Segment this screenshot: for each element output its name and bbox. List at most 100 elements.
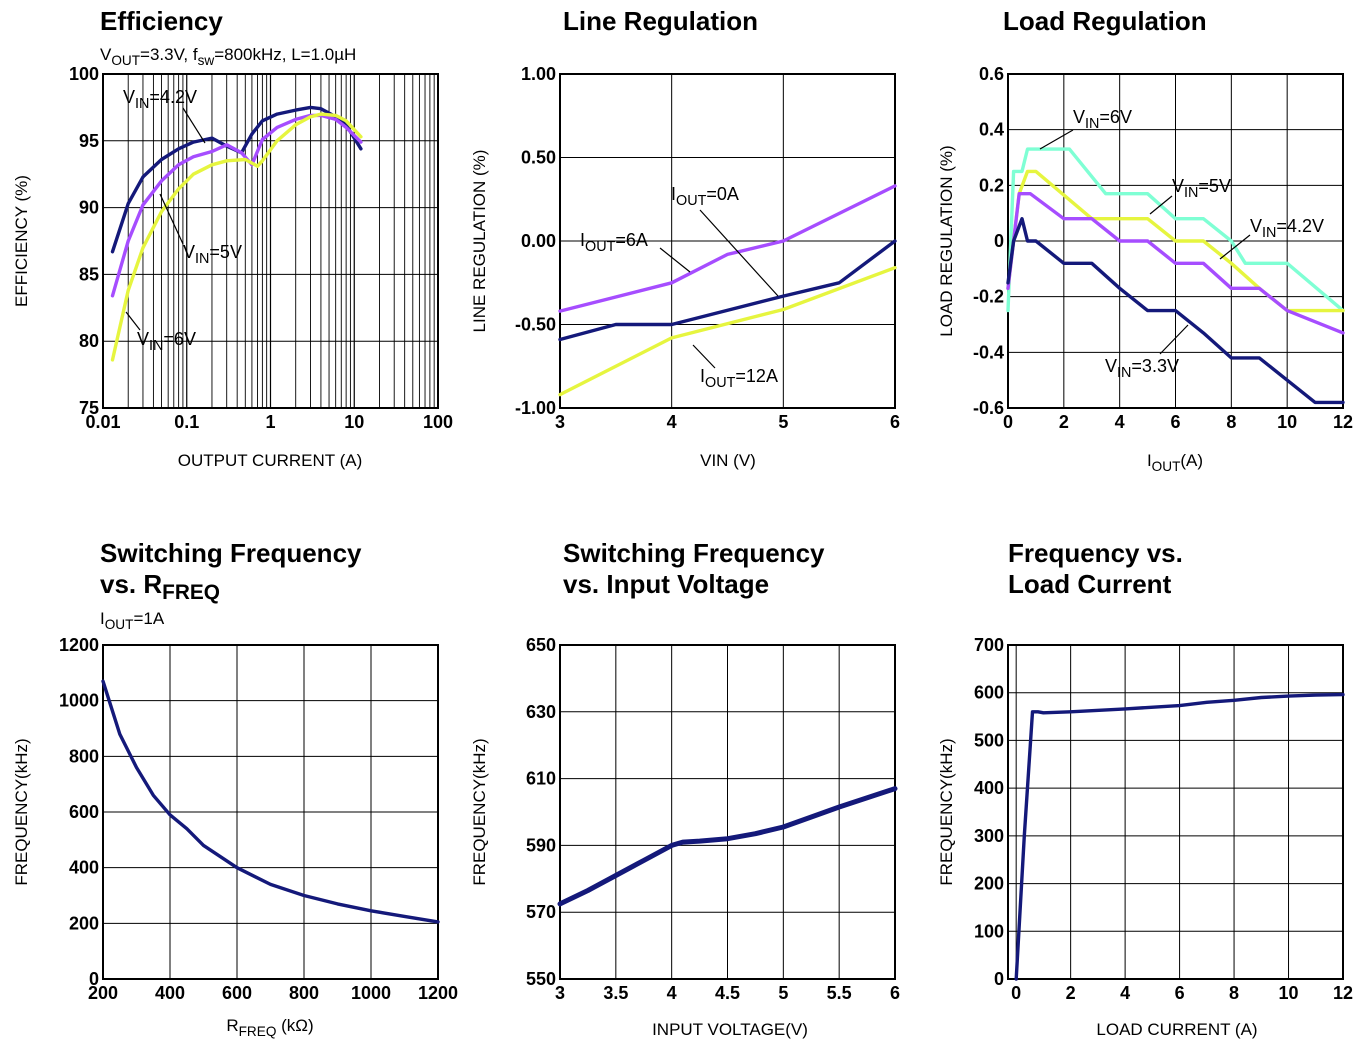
- annotation-label: IOUT=0A: [671, 184, 739, 209]
- y-axis-label: LINE REGULATION (%): [470, 150, 489, 333]
- x-tick-label: 1000: [351, 983, 391, 1003]
- x-tick-label: 100: [423, 412, 453, 432]
- annotation-label: VIN=3.3V: [1105, 356, 1179, 381]
- chart-title: Efficiency: [100, 6, 223, 36]
- y-tick-label: 75: [79, 398, 99, 418]
- chart-efficiency: 0.01 0.1 1 10 100 75 80 85 90 95 100 Efficiency VOUT…: [12, 6, 453, 470]
- y-tick-label: 0: [994, 231, 1004, 251]
- chart-title-line2: vs. Input Voltage: [563, 569, 769, 599]
- y-tick-label: 0.4: [979, 120, 1004, 140]
- plot-frame: [559, 644, 896, 980]
- x-tick-label: 8: [1229, 983, 1239, 1003]
- chart-title-line2: vs. RFREQ: [100, 569, 220, 604]
- y-tick-label: 590: [526, 835, 556, 855]
- chart-title: Switching Frequency: [563, 538, 825, 568]
- x-tick-label: 4: [1115, 412, 1125, 432]
- y-tick-label: 0.6: [979, 64, 1004, 84]
- y-tick-label: -1.00: [515, 398, 556, 418]
- series-line-aqua: [1006, 147, 1345, 313]
- series-line-navy: [1006, 216, 1345, 405]
- series-line-purple: [110, 113, 363, 298]
- annotation-label: VIN=6V: [137, 329, 196, 354]
- grid: [559, 644, 896, 980]
- chart-freq-vs-load: 0 2 4 6 8 10 12 0 100 200 300 400 500 600 700 Frequency…: [937, 538, 1353, 1039]
- y-tick-label: 95: [79, 131, 99, 151]
- y-tick-label: 600: [69, 802, 99, 822]
- y-tick-label: 100: [69, 64, 99, 84]
- annotation-label: VIN=5V: [183, 242, 242, 267]
- y-tick-label: 0.50: [521, 148, 556, 168]
- x-tick-label: 0: [1011, 983, 1021, 1003]
- y-tick-label: 100: [974, 921, 1004, 941]
- leader-line: [1149, 195, 1173, 215]
- grid: [102, 644, 439, 980]
- annotation-label: VIN=4.2V: [1250, 216, 1324, 241]
- leader-line: [659, 247, 691, 273]
- y-tick-label: 550: [526, 969, 556, 989]
- y-axis-label: EFFICIENCY (%): [12, 175, 31, 307]
- y-tick-label: 650: [526, 635, 556, 655]
- annotation-label: VIN=4.2V: [123, 87, 197, 112]
- x-axis-label: IOUT(A): [1147, 451, 1203, 474]
- x-tick-label: 4: [667, 983, 677, 1003]
- y-tick-label: 1.00: [521, 64, 556, 84]
- y-tick-label: 700: [974, 635, 1004, 655]
- grid: [102, 73, 438, 409]
- y-tick-label: 90: [79, 198, 99, 218]
- y-tick-label: 800: [69, 746, 99, 766]
- y-tick-label: 1000: [59, 691, 99, 711]
- y-tick-label: 200: [69, 913, 99, 933]
- x-axis-label: INPUT VOLTAGE(V): [652, 1020, 808, 1039]
- x-tick-label: 2: [1066, 983, 1076, 1003]
- x-tick-label: 2: [1059, 412, 1069, 432]
- chart-title: Line Regulation: [563, 6, 758, 36]
- x-tick-label: 1: [265, 412, 275, 432]
- x-tick-label: 10: [1277, 412, 1297, 432]
- x-tick-label: 800: [289, 983, 319, 1003]
- x-tick-label: 3.5: [603, 983, 628, 1003]
- leader-line: [125, 311, 141, 331]
- y-tick-label: 0: [89, 969, 99, 989]
- x-tick-label: 200: [88, 983, 118, 1003]
- y-tick-label: 570: [526, 902, 556, 922]
- chart-title: Load Regulation: [1003, 6, 1207, 36]
- annotation-label: VIN=6V: [1073, 107, 1132, 132]
- leader-line: [1159, 324, 1189, 355]
- x-tick-label: 4.5: [715, 983, 740, 1003]
- x-axis-label: VIN (V): [700, 451, 756, 470]
- x-tick-label: 0: [1003, 412, 1013, 432]
- y-tick-label: -0.6: [973, 398, 1004, 418]
- y-tick-label: 80: [79, 331, 99, 351]
- x-tick-label: 5.5: [827, 983, 852, 1003]
- chart-title: Frequency vs.: [1008, 538, 1183, 568]
- chart-load-regulation: 0 2 4 6 8 10 12 -0.6 -0.4 -0.2 0 0.2 0.4 0.6 Load Regu…: [937, 6, 1353, 474]
- series-line-navy: [1014, 692, 1345, 981]
- chart-freq-vs-rfreq: 200 400 600 800 1000 120002004006008001000120…: [12, 538, 458, 1039]
- x-tick-label: 4: [1120, 983, 1130, 1003]
- y-tick-label: 300: [974, 826, 1004, 846]
- x-tick-label: 6: [1175, 983, 1185, 1003]
- y-tick-label: -0.4: [973, 342, 1004, 362]
- leader-line: [159, 193, 184, 245]
- y-tick-label: 0: [994, 969, 1004, 989]
- chart-title: Switching Frequency: [100, 538, 362, 568]
- x-tick-label: 6: [890, 983, 900, 1003]
- x-tick-label: 0.01: [85, 412, 120, 432]
- x-tick-label: 0.1: [174, 412, 199, 432]
- y-tick-label: 500: [974, 730, 1004, 750]
- plot-frame: [102, 73, 439, 409]
- series-line-yellow: [558, 266, 897, 397]
- chart-line-regulation: 3 4 5 6 -1.00 -0.50 0.00 0.50 1.00 Line Regulatio…: [470, 6, 900, 470]
- series-line-navy: [557, 786, 898, 907]
- y-tick-label: 85: [79, 264, 99, 284]
- y-axis-label: FREQUENCY(kHz): [937, 738, 956, 885]
- x-tick-label: 1200: [418, 983, 458, 1003]
- plot-frame: [102, 644, 439, 980]
- y-tick-label: -0.2: [973, 287, 1004, 307]
- annotation-label: IOUT=6A: [580, 230, 648, 255]
- leader-line: [182, 107, 206, 144]
- x-tick-label: 6: [890, 412, 900, 432]
- x-tick-label: 5: [778, 412, 788, 432]
- leader-line: [692, 344, 716, 369]
